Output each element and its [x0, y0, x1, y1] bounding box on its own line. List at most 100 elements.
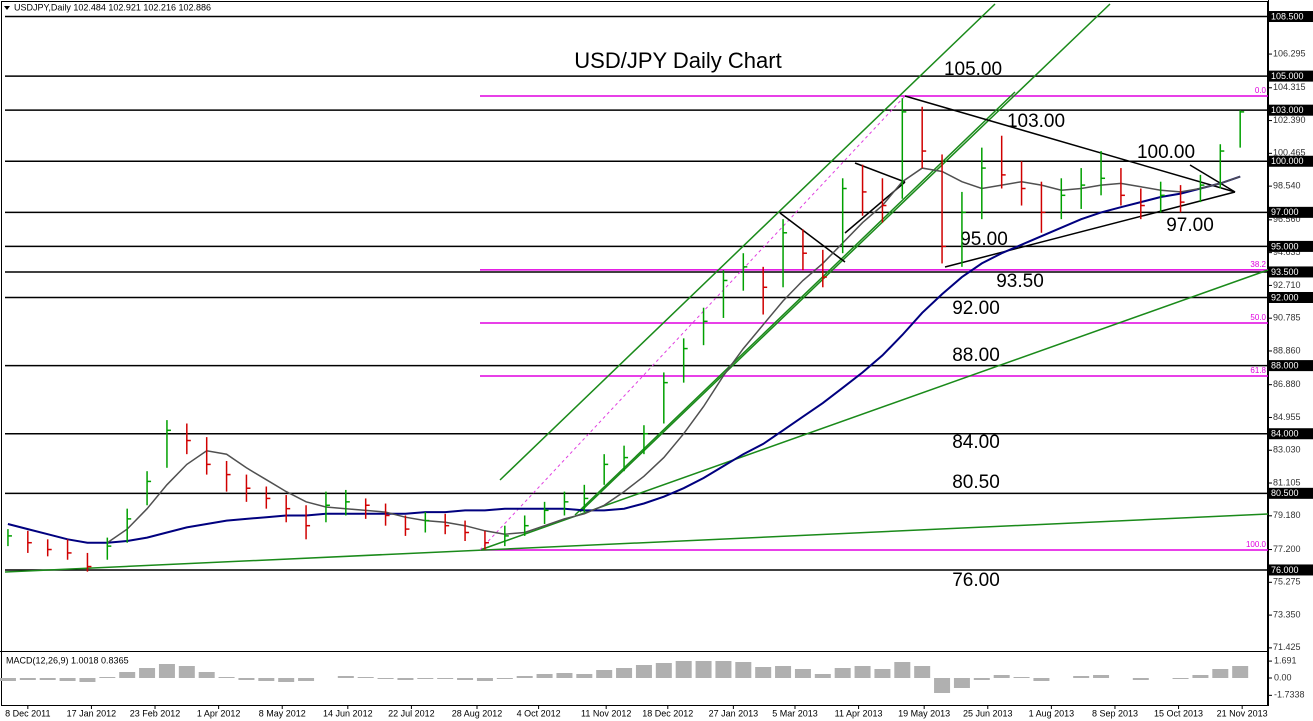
- triangle-line: [944, 191, 1236, 268]
- macd-bar: [1192, 675, 1209, 678]
- macd-bar: [934, 678, 951, 693]
- y-tick-label: 81.105: [1273, 477, 1301, 487]
- level-tag: [1269, 11, 1313, 23]
- macd-bar: [655, 663, 672, 678]
- level-annotation: 84.00: [952, 432, 1000, 453]
- fib-diagonal: [479, 95, 906, 551]
- y-tick-label: 79.180: [1273, 510, 1301, 520]
- x-tick-label: 17 Jan 2012: [67, 708, 117, 718]
- macd-bar: [496, 678, 513, 679]
- y-tick-label: 98.540: [1273, 181, 1301, 191]
- macd-bar: [1172, 678, 1189, 679]
- x-tick-label: 5 Mar 2013: [772, 708, 818, 718]
- moving-average: [7, 175, 1241, 544]
- macd-bar: [178, 666, 195, 678]
- macd-bar: [437, 678, 454, 679]
- level-tag-label: 80.500: [1271, 488, 1299, 498]
- macd-bar: [755, 667, 772, 678]
- header: USDJPY,Daily 102.484 102.921 102.216 102…: [14, 2, 211, 12]
- macd-tick-label: -1.7338: [1274, 690, 1305, 700]
- level-tag: [1269, 564, 1313, 576]
- macd-bar: [874, 669, 891, 678]
- x-tick-label: 28 Aug 2012: [452, 708, 503, 718]
- macd-bar: [973, 678, 990, 680]
- macd-bar: [516, 676, 533, 678]
- level-annotation: 103.00: [1007, 111, 1065, 132]
- level-tag: [1269, 291, 1313, 303]
- fib-label: 100.0: [1246, 540, 1267, 549]
- macd-tick-label: 1.691: [1274, 655, 1297, 665]
- level-tag-label: 76.000: [1271, 565, 1299, 575]
- level-tag-label: 103.000: [1271, 105, 1304, 115]
- x-tick-label: 27 Jan 2013: [709, 708, 759, 718]
- level-tag-label: 100.000: [1271, 156, 1304, 166]
- fib-label: 61.8: [1250, 366, 1266, 375]
- level-tag: [1269, 266, 1313, 278]
- macd-bar: [775, 666, 792, 678]
- y-tick-label: 94.635: [1273, 247, 1301, 257]
- y-tick-label: 71.425: [1273, 642, 1301, 652]
- macd-bar: [278, 678, 295, 682]
- fib-label: 0.0: [1255, 86, 1267, 95]
- x-tick-label: 23 Feb 2012: [130, 708, 181, 718]
- macd-bar: [258, 678, 275, 681]
- level-annotation: 97.00: [1166, 215, 1214, 236]
- menu-arrow: [4, 6, 10, 10]
- fib-label: 38.2: [1250, 260, 1266, 269]
- macd-bar: [1093, 675, 1110, 678]
- macd-bar: [596, 670, 613, 678]
- macd-bar: [337, 676, 354, 678]
- macd-bar: [238, 678, 255, 680]
- macd-bar: [1073, 676, 1090, 678]
- level-tag: [1269, 240, 1313, 252]
- y-tick-label: 75.275: [1273, 577, 1301, 587]
- trendline: [4, 513, 1269, 573]
- macd-bar: [993, 675, 1010, 678]
- macd-bar: [834, 668, 851, 678]
- macd-tick-label: 0.00: [1274, 672, 1292, 682]
- level-annotation: 88.00: [952, 345, 1000, 366]
- level-annotation: 76.00: [952, 570, 1000, 591]
- y-tick-label: 88.860: [1273, 345, 1301, 355]
- level-annotation: 100.00: [1137, 142, 1195, 163]
- y-tick-label: 84.955: [1273, 412, 1301, 422]
- y-tick-label: 92.710: [1273, 280, 1301, 290]
- macd-bar: [616, 668, 633, 678]
- macd-bar: [377, 678, 394, 679]
- macd-bar: [397, 678, 414, 680]
- macd-bar: [39, 678, 56, 680]
- level-tag-label: 97.000: [1271, 207, 1299, 217]
- y-tick-label: 90.785: [1273, 313, 1301, 323]
- macd-bar: [59, 678, 76, 681]
- channel-line: [579, 3, 1111, 513]
- macd-bar: [814, 674, 831, 678]
- macd-bar: [79, 678, 96, 682]
- level-tag: [1269, 70, 1313, 82]
- macd-bar: [158, 664, 175, 678]
- y-tick-label: 86.880: [1273, 379, 1301, 389]
- macd-bar: [119, 672, 136, 678]
- x-tick-label: 19 May 2013: [898, 708, 950, 718]
- macd-bar: [357, 677, 374, 678]
- macd-bar: [1212, 669, 1229, 678]
- macd-bar: [695, 661, 712, 678]
- level-tag-label: 108.500: [1271, 11, 1304, 21]
- x-tick-label: 8 Sep 2013: [1092, 708, 1138, 718]
- plot-frame: [1, 1, 1268, 706]
- channel-line: [499, 3, 996, 481]
- x-tick-label: 18 Dec 2012: [642, 708, 693, 718]
- level-tag-label: 92.000: [1271, 292, 1299, 302]
- macd-bar: [1013, 677, 1030, 678]
- macd-bar: [635, 665, 652, 678]
- macd-bar: [536, 674, 553, 678]
- macd-bar: [19, 678, 36, 680]
- level-tag: [1269, 428, 1313, 440]
- level-tag: [1269, 360, 1313, 372]
- y-tick-label: 73.350: [1273, 609, 1301, 619]
- macd-bar: [1132, 678, 1149, 680]
- moving-average: [106, 167, 1241, 544]
- macd-bar: [735, 662, 752, 678]
- level-tag-label: 93.500: [1271, 267, 1299, 277]
- macd-bar: [914, 666, 931, 678]
